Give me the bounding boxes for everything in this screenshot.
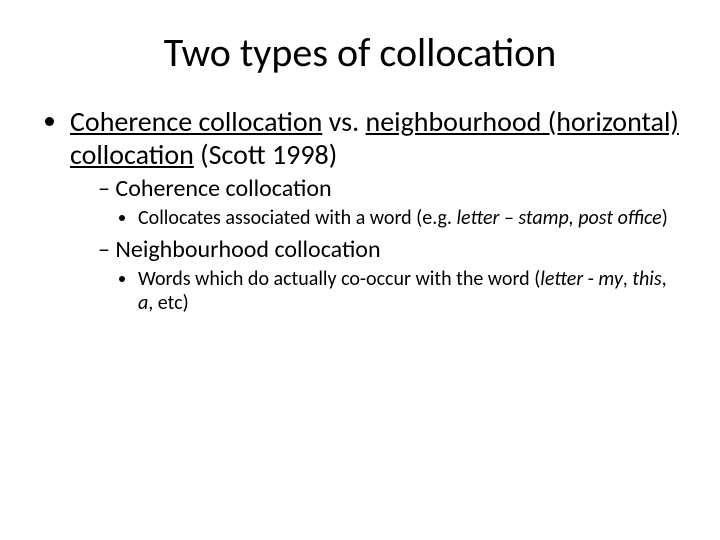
bullet-list-lvl2: Coherence collocation Collocates associa… <box>70 175 680 315</box>
sub2-mid: - <box>583 267 598 291</box>
sub2-c1: , <box>623 267 633 291</box>
sub1-detail: Collocates associated with a word (e.g. … <box>138 206 680 230</box>
sub1: Coherence collocation Collocates associa… <box>98 175 680 230</box>
sub2-details: Words which do actually co-occur with th… <box>98 267 680 315</box>
sub2-i2: my <box>598 267 622 291</box>
sub2-i1: letter <box>540 267 583 291</box>
sub2-detail: Words which do actually co-occur with th… <box>138 267 680 315</box>
sub1-details: Collocates associated with a word (e.g. … <box>98 206 680 230</box>
main-post: (Scott 1998) <box>194 137 337 172</box>
sub2-detail-post: , etc) <box>148 291 188 315</box>
main-underline-1: Coherence collocation <box>70 104 322 139</box>
sub2-i3: this <box>632 267 661 291</box>
bullet-list-lvl1: Coherence collocation vs. neighbourhood … <box>40 105 680 315</box>
sub1-detail-italic: letter – stamp, post office <box>456 206 661 230</box>
sub1-detail-post: ) <box>662 206 668 230</box>
slide-title: Two types of collocation <box>40 28 680 77</box>
sub2-detail-pre: Words which do actually co-occur with th… <box>138 267 540 291</box>
sub2-c2: , <box>662 267 667 291</box>
sub1-label: Coherence collocation <box>115 174 331 203</box>
main-mid: vs. <box>322 104 365 139</box>
sub2-label: Neighbourhood collocation <box>115 235 380 264</box>
sub1-detail-pre: Collocates associated with a word (e.g. <box>138 206 456 230</box>
slide: Two types of collocation Coherence collo… <box>0 0 720 540</box>
sub2: Neighbourhood collocation Words which do… <box>98 236 680 315</box>
sub2-i4: a <box>138 291 148 315</box>
bullet-main: Coherence collocation vs. neighbourhood … <box>70 105 680 315</box>
